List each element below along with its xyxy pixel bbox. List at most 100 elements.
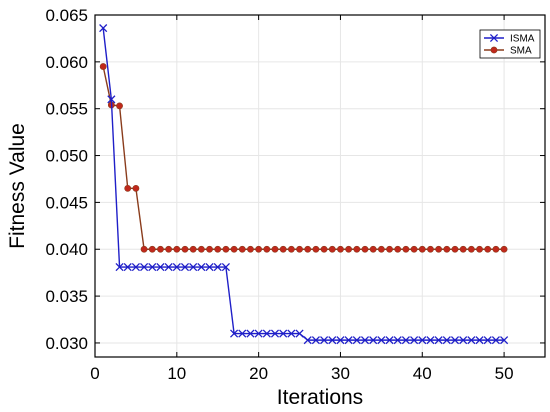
- sma-point: [345, 245, 353, 253]
- isma-point-stroke: [336, 336, 345, 345]
- isma-point: [164, 262, 173, 272]
- isma-point-stroke: [500, 336, 509, 345]
- isma-point-stroke: [489, 33, 499, 43]
- isma-point: [189, 262, 198, 272]
- isma-point: [279, 329, 288, 338]
- isma-point: [377, 336, 386, 345]
- isma-point-stroke: [401, 336, 410, 345]
- isma-point-stroke: [279, 329, 288, 338]
- isma-point: [500, 336, 509, 345]
- isma-point: [418, 336, 427, 345]
- sma-point: [287, 245, 295, 253]
- y-tick-label: 0.055: [45, 100, 88, 119]
- sma-point: [279, 245, 287, 253]
- isma-point-stroke: [410, 336, 419, 345]
- isma-point-stroke: [254, 329, 263, 338]
- isma-point-stroke: [442, 336, 451, 345]
- isma-point: [99, 24, 108, 33]
- sma-point: [165, 245, 173, 253]
- y-tick-label: 0.035: [45, 287, 88, 306]
- isma-point-stroke: [238, 329, 247, 338]
- isma-point: [410, 336, 419, 345]
- sma-point: [467, 245, 475, 253]
- legend-box: [479, 29, 541, 59]
- sma-point: [353, 245, 361, 253]
- sma-point: [296, 245, 303, 253]
- isma-point: [467, 336, 476, 345]
- sma-point: [197, 245, 205, 253]
- sma-point: [132, 184, 140, 192]
- isma-point: [369, 336, 378, 345]
- isma-point-stroke: [328, 336, 337, 345]
- isma-point-stroke: [107, 95, 116, 104]
- y-tick-label: 0.065: [45, 6, 88, 25]
- series-layer: [99, 24, 509, 345]
- isma-point: [393, 336, 402, 345]
- y-tick-label: 0.040: [45, 240, 88, 259]
- isma-point: [107, 95, 116, 104]
- isma-point: [254, 329, 263, 338]
- legend-isma-label: ISMA: [510, 34, 535, 45]
- isma-point-stroke: [360, 336, 370, 345]
- sma-point: [304, 245, 312, 253]
- sma-point: [490, 46, 498, 54]
- x-tick-label: 10: [167, 364, 186, 383]
- isma-point-stroke: [295, 329, 304, 338]
- isma-point-stroke: [483, 336, 492, 345]
- isma-point-stroke: [475, 336, 484, 345]
- sma-point: [157, 245, 164, 253]
- sma-point: [500, 245, 508, 253]
- isma-point-stroke: [377, 336, 386, 345]
- isma-point: [140, 262, 149, 272]
- isma-point-stroke: [270, 329, 280, 338]
- axis-ticks: 0 10 20 30 40 50 0.030 0.035 0.040 0.045 0.050 0.05…: [45, 6, 545, 383]
- isma-point: [401, 336, 410, 345]
- isma-point: [197, 262, 206, 272]
- sma-point: [459, 245, 467, 253]
- isma-point-stroke: [156, 262, 165, 272]
- isma-point-stroke: [434, 336, 443, 345]
- isma-point-stroke: [352, 336, 361, 345]
- sma-point: [492, 245, 500, 253]
- sma-point: [189, 245, 197, 253]
- isma-point: [221, 262, 230, 272]
- isma-point-stroke: [385, 336, 394, 345]
- isma-point-stroke: [426, 336, 435, 345]
- isma-point-stroke: [123, 262, 132, 272]
- isma-point-stroke: [320, 336, 329, 345]
- isma-point: [115, 262, 124, 272]
- isma-point-stroke: [189, 262, 198, 272]
- isma-point: [352, 336, 361, 345]
- isma-point-stroke: [303, 336, 312, 345]
- isma-point: [303, 336, 312, 345]
- x-tick-label: 40: [413, 364, 432, 383]
- isma-point: [270, 329, 280, 338]
- isma-point-stroke: [213, 262, 222, 272]
- isma-point: [172, 262, 181, 272]
- sma-point: [476, 245, 483, 253]
- isma-point: [123, 262, 132, 272]
- sma-point: [418, 245, 426, 253]
- isma-point: [230, 329, 239, 338]
- isma-point: [320, 336, 329, 345]
- sma-point: [312, 245, 320, 253]
- legend-sma-label: SMA: [510, 46, 532, 57]
- isma-point: [246, 329, 255, 338]
- sma-point: [238, 245, 246, 253]
- sma-point: [451, 245, 459, 253]
- sma-point: [255, 245, 263, 253]
- isma-point-stroke: [221, 262, 230, 272]
- isma-point-stroke: [148, 262, 157, 272]
- isma-point: [213, 262, 222, 272]
- sma-point: [148, 245, 156, 253]
- x-tick-label: 20: [249, 364, 268, 383]
- sma-point: [140, 245, 148, 253]
- isma-point: [434, 336, 443, 345]
- sma-point: [484, 245, 492, 253]
- isma-point: [328, 336, 337, 345]
- isma-line: [102, 28, 505, 341]
- sma-point: [230, 245, 238, 253]
- isma-point: [180, 262, 190, 272]
- isma-point-stroke: [140, 262, 149, 272]
